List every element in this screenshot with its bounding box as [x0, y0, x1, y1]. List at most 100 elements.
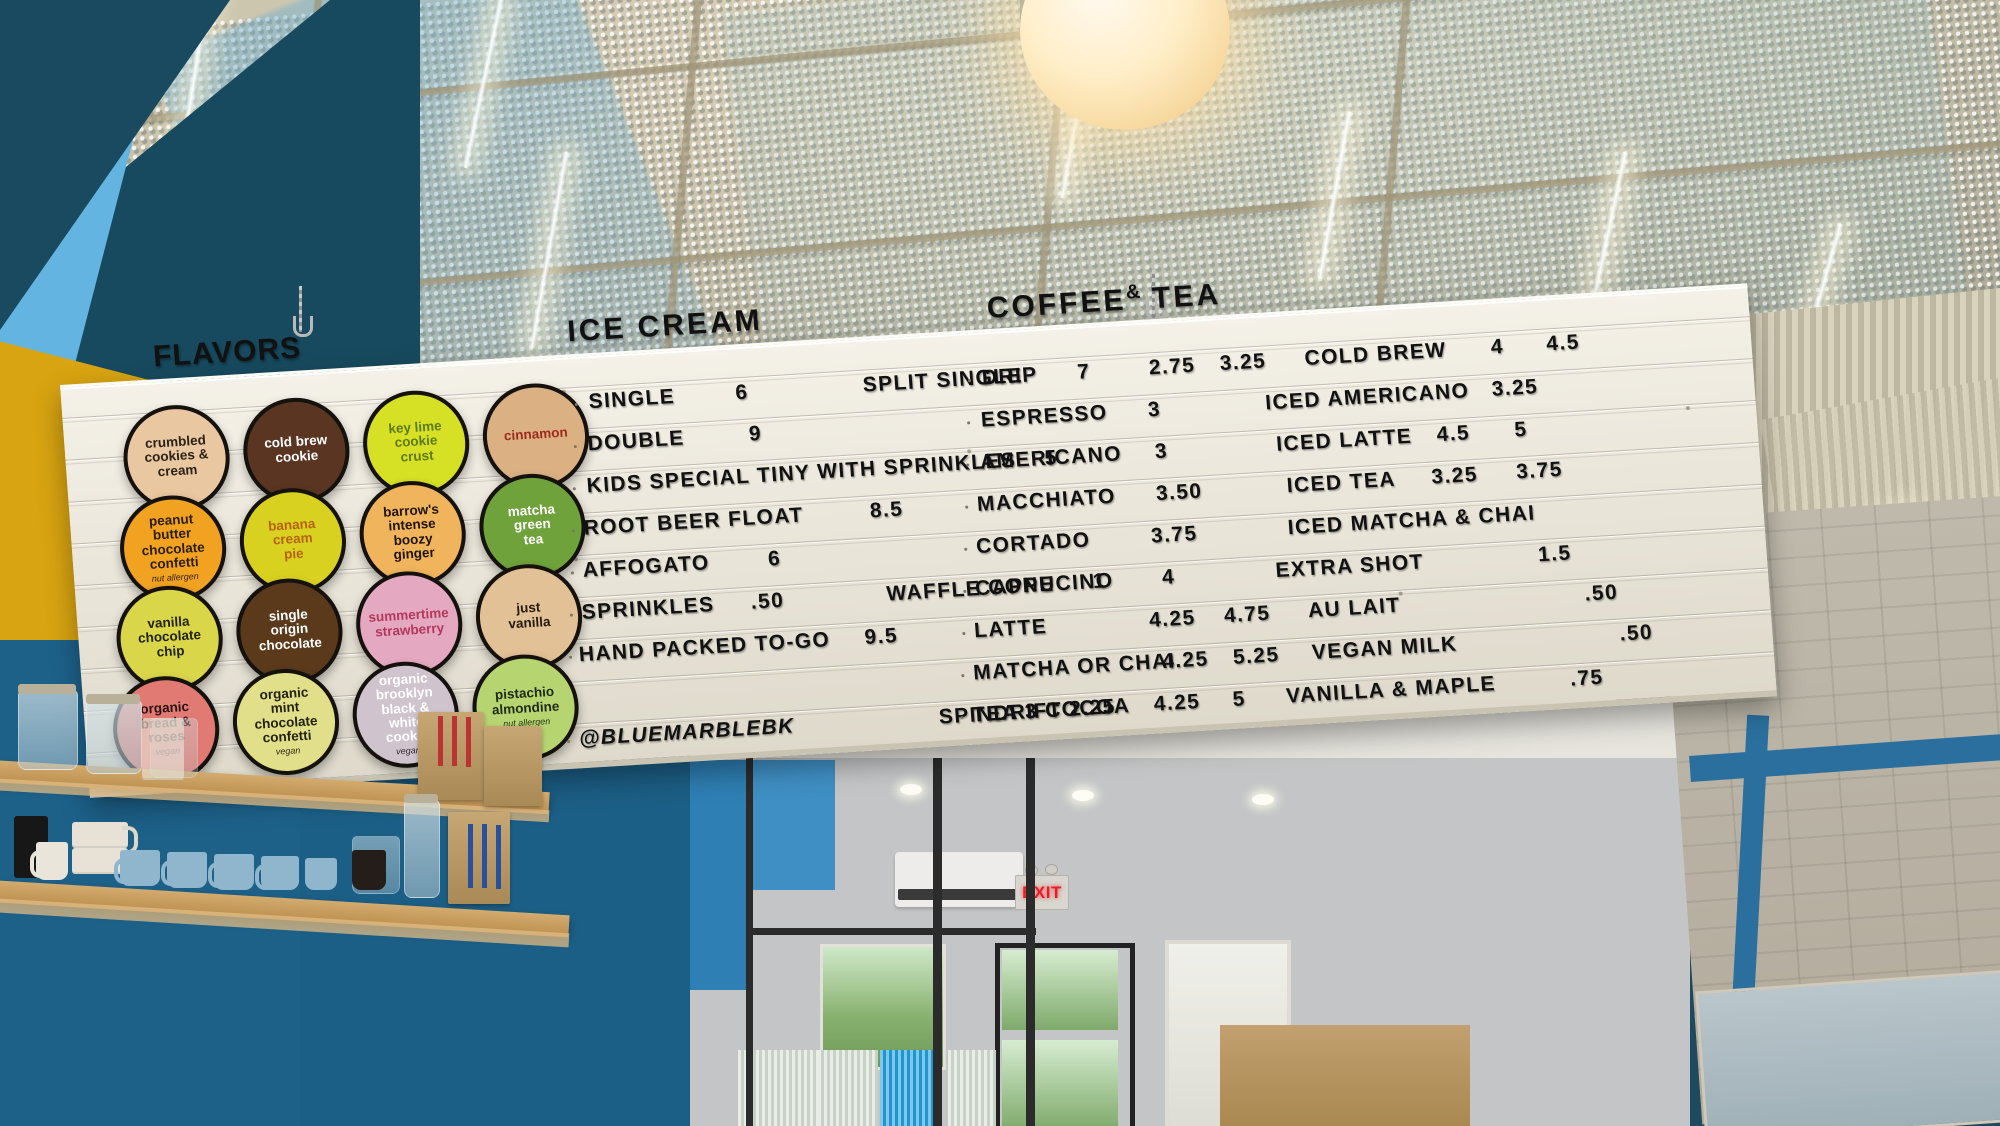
blue-mug-2	[167, 852, 207, 888]
item-label-secondary: AU LAIT	[1307, 593, 1402, 623]
item-price-2: 5	[1231, 687, 1247, 711]
bag-stripe	[466, 717, 471, 767]
item-price-4: 5	[1513, 417, 1529, 442]
board-screw	[1685, 405, 1691, 411]
back-window-left	[820, 944, 946, 1070]
storefront-mullion-2	[933, 758, 942, 1126]
item-label: SPRINKLES	[580, 593, 716, 624]
item-label-secondary: VEGAN MILK	[1311, 632, 1459, 665]
tea-heading-word: TEA	[1150, 278, 1223, 316]
item-price: 6	[767, 546, 782, 571]
bag-stripe	[438, 716, 443, 766]
ribbed-glass-panel-blue	[880, 1050, 940, 1126]
slat-dot	[961, 674, 965, 678]
item-label-secondary: ICED TEA	[1285, 467, 1396, 498]
storefront-mullion-1	[746, 758, 753, 1126]
instagram-handle: @BLUEMARBLEBK	[578, 714, 796, 751]
item-price-3: .75	[1569, 665, 1605, 691]
board-chain-left	[299, 286, 302, 332]
flavor-name: organic mint chocolate confetti	[253, 684, 319, 746]
glass-jar-2	[86, 700, 142, 774]
exit-emergency-lamp-right	[1045, 864, 1058, 875]
blue-mug-1	[120, 850, 160, 886]
back-door-frame	[995, 943, 1135, 1126]
slat-dot	[967, 379, 972, 383]
paper-cup-stack-upper	[142, 718, 184, 780]
flavor-tag: vegan	[275, 745, 301, 757]
item-price-4: 3.75	[1515, 457, 1564, 484]
item-price: .50	[750, 588, 786, 614]
slat-dot	[964, 547, 968, 551]
item-price-1: 4	[1161, 565, 1176, 589]
flavor-name: crumbled cookies & cream	[144, 432, 209, 479]
coffee-heading-word: COFFEE	[985, 283, 1128, 326]
item-price-1: 4.25	[1148, 606, 1197, 632]
white-mug	[36, 842, 68, 880]
item-price-1: 3.75	[1150, 521, 1199, 548]
slat-dot	[962, 631, 966, 636]
item-label-secondary: VANILLA & MAPLE	[1285, 672, 1497, 708]
item-price: 6	[734, 380, 750, 405]
board-hook-left	[293, 316, 313, 337]
cup-stack-2	[72, 848, 128, 874]
storefront-mullion-3	[1026, 758, 1035, 1126]
blue-mug-4-handle	[255, 864, 269, 890]
wood-counter-panel	[1220, 1025, 1470, 1126]
white-mug-handle	[30, 850, 44, 878]
storefront-transom	[746, 928, 1036, 935]
slat-dot	[568, 655, 573, 659]
flavor-name: matcha green tea	[507, 501, 556, 547]
item-price-3: 3.25	[1430, 462, 1479, 489]
item-label-secondary: ICED LATTE	[1275, 424, 1414, 456]
flavor-disc[interactable]: organic mint chocolate confetti vegan	[229, 665, 343, 779]
item-price-2: 3.25	[1218, 349, 1267, 376]
item-price-1: 2.75	[1148, 353, 1197, 380]
coffee-bag-upper-1	[418, 712, 484, 800]
slat-dot	[574, 402, 578, 407]
item-label-secondary: ICED AMERICANO	[1264, 379, 1471, 415]
flavor-name: key lime cookie crust	[387, 418, 443, 465]
tall-glass-jar-lid	[404, 794, 438, 803]
glass-jar-1-lid	[18, 684, 76, 694]
item-price-3: .50	[1618, 620, 1654, 646]
back-room-blue-column	[690, 760, 748, 990]
blue-mug-3-handle	[208, 862, 222, 888]
right-window	[1695, 968, 2000, 1126]
glass-jar-2-lid	[86, 694, 140, 704]
downlight-3	[1252, 794, 1274, 805]
item-label-secondary: ICED MATCHA & CHAI	[1286, 501, 1537, 540]
item-price-4: 4.5	[1545, 330, 1581, 356]
item-price-3: 4	[1490, 335, 1505, 359]
exit-sign: EXIT	[1015, 875, 1069, 910]
air-conditioner	[895, 852, 1023, 907]
item-label: HAND PACKED TO-GO	[578, 628, 831, 667]
flavor-name: single origin chocolate	[258, 606, 323, 654]
item-label-secondary: COLD BREW	[1303, 338, 1448, 371]
bag-stripe-blue	[468, 824, 473, 888]
blue-mug-5	[305, 858, 337, 890]
coffee-bag-upper-2	[484, 726, 542, 806]
item-price-2: 5.25	[1232, 643, 1281, 669]
item-price-3: 1.5	[1537, 541, 1573, 567]
slat-dot	[965, 505, 969, 509]
slat-dot	[570, 571, 575, 575]
item-label: SINGLE	[587, 385, 676, 414]
item-price: 9.5	[863, 624, 899, 649]
item-price-3: .50	[1583, 580, 1619, 606]
back-room: EXIT	[690, 700, 1690, 1126]
glass-jar-1	[18, 690, 78, 770]
flavor-name: peanut butter chocolate confetti	[141, 511, 206, 572]
flavor-name: banana cream pie	[267, 515, 316, 562]
item-price: 8.5	[869, 497, 905, 523]
flavor-name: just vanilla	[507, 599, 551, 631]
ribbed-glass-panel-3	[948, 1050, 996, 1126]
flavor-name: summertime strawberry	[367, 605, 450, 639]
flavor-name: vanilla chocolate chip	[137, 613, 202, 660]
item-price-3: 3.25	[1490, 375, 1539, 401]
item-price: 9	[748, 421, 763, 446]
flavor-name: cinnamon	[503, 424, 569, 444]
slat-dot	[571, 529, 576, 533]
cup-stack-1	[72, 822, 128, 848]
tall-glass-jar	[404, 800, 440, 898]
